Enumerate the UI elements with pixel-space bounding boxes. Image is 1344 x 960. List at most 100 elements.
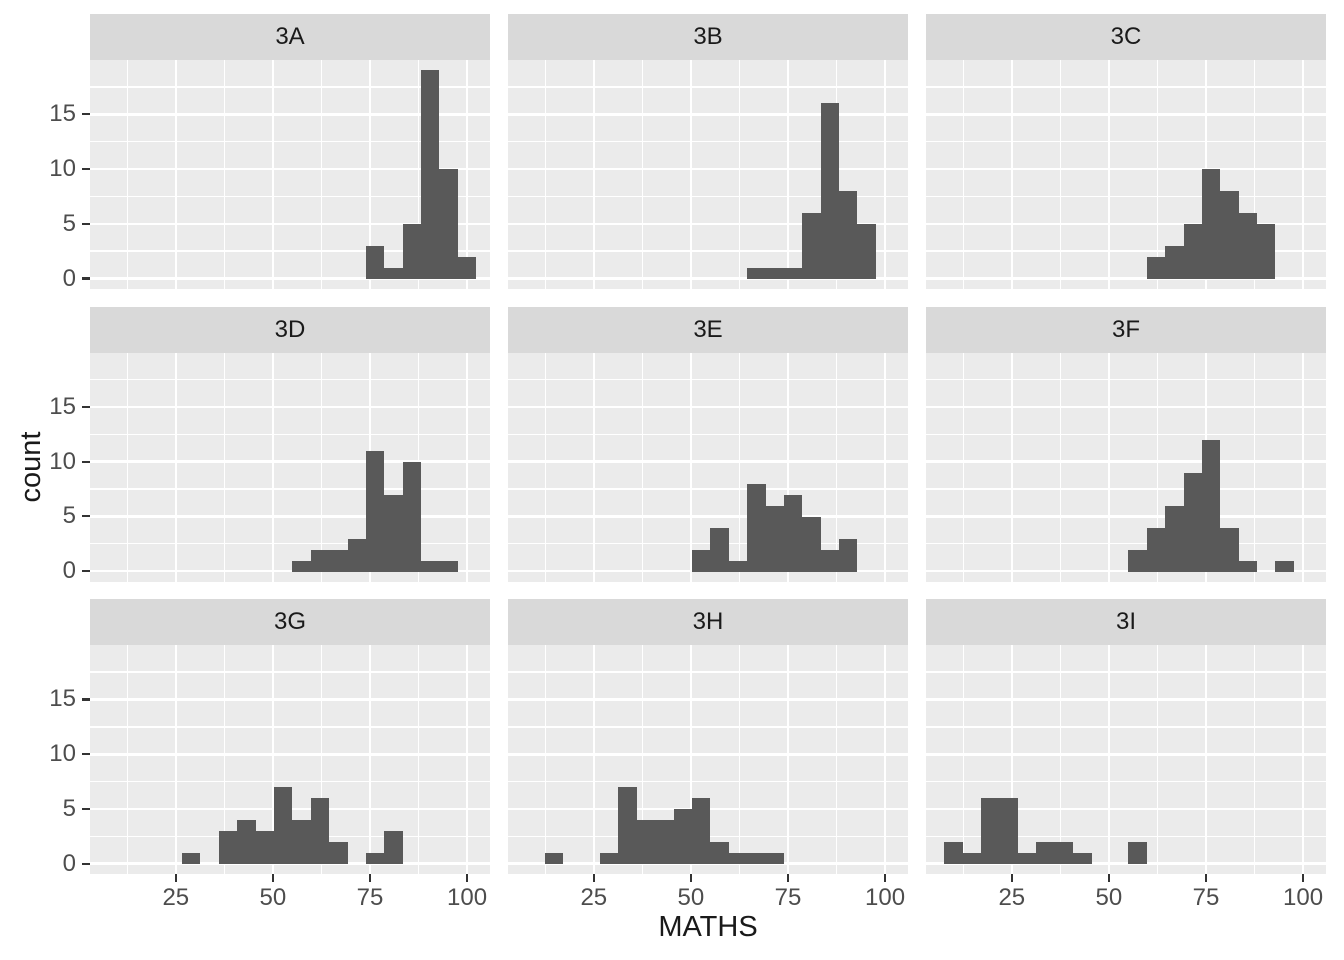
gridline-y-minor bbox=[90, 250, 490, 252]
gridline-x-major bbox=[1010, 645, 1014, 875]
histogram-bar bbox=[802, 516, 821, 572]
facet-strip-3g: 3G bbox=[90, 599, 490, 646]
gridline-y-minor bbox=[90, 433, 490, 435]
gridline-x-major bbox=[271, 60, 275, 289]
gridline-y-major bbox=[926, 807, 1326, 811]
y-tick-label: 10 bbox=[49, 740, 76, 768]
facet-strip-3b: 3B bbox=[508, 14, 908, 60]
gridline-x-major bbox=[1107, 645, 1111, 875]
histogram-bar bbox=[1275, 560, 1294, 572]
histogram-bar bbox=[421, 70, 439, 279]
gridline-x-major bbox=[689, 645, 693, 875]
facet-panel-3d bbox=[90, 352, 490, 582]
gridline-x-major bbox=[1204, 645, 1208, 875]
gridline-y-major bbox=[926, 698, 1326, 701]
gridline-y-major bbox=[90, 569, 490, 573]
histogram-bar bbox=[1202, 439, 1220, 572]
histogram-bar bbox=[1165, 505, 1184, 572]
gridline-y-major bbox=[926, 515, 1326, 518]
gridline-y-minor bbox=[90, 86, 490, 88]
histogram-bar bbox=[839, 538, 857, 572]
gridline-x-minor bbox=[1156, 60, 1159, 289]
gridline-y-major bbox=[90, 515, 490, 518]
y-tick-mark bbox=[82, 222, 90, 225]
y-tick-label: 10 bbox=[49, 447, 76, 475]
gridline-x-minor bbox=[1059, 645, 1062, 875]
histogram-bar bbox=[458, 257, 476, 279]
y-tick-mark bbox=[82, 515, 90, 518]
x-tick-label: 25 bbox=[580, 884, 608, 911]
gridline-x-major bbox=[465, 352, 469, 582]
facet-strip-label: 3A bbox=[275, 23, 305, 50]
facet-panel-3e bbox=[508, 352, 908, 582]
histogram-bar bbox=[439, 560, 458, 572]
facet-strip-3c: 3C bbox=[926, 14, 1326, 60]
histogram-bar bbox=[784, 268, 802, 279]
gridline-y-minor bbox=[90, 780, 490, 783]
gridline-y-major bbox=[90, 460, 490, 463]
gridline-y-major bbox=[508, 752, 908, 756]
histogram-bar bbox=[366, 450, 384, 572]
gridline-y-minor bbox=[508, 488, 908, 490]
x-tick-label: 25 bbox=[162, 884, 190, 911]
gridline-x-minor bbox=[126, 645, 128, 875]
facet-strip-label: 3I bbox=[1115, 608, 1136, 636]
facet-panel-3c bbox=[926, 60, 1326, 289]
gridline-y-major bbox=[926, 569, 1326, 573]
gridline-x-major bbox=[271, 352, 275, 582]
histogram-bar bbox=[384, 831, 403, 865]
gridline-x-major bbox=[592, 645, 596, 875]
gridline-x-minor bbox=[417, 60, 420, 289]
gridline-y-major bbox=[926, 167, 1326, 171]
histogram-bar bbox=[784, 494, 802, 572]
gridline-x-minor bbox=[320, 645, 323, 875]
gridline-x-major bbox=[1010, 60, 1014, 289]
gridline-y-minor bbox=[508, 543, 908, 545]
facet-strip-3h: 3H bbox=[508, 599, 908, 646]
gridline-x-minor bbox=[641, 645, 644, 875]
histogram-bar bbox=[618, 787, 637, 865]
histogram-bar bbox=[384, 268, 403, 279]
histogram-bar bbox=[674, 809, 692, 865]
gridline-x-major bbox=[174, 60, 178, 289]
histogram-bar bbox=[311, 549, 329, 572]
histogram-bar bbox=[747, 268, 766, 279]
gridline-x-major bbox=[1301, 352, 1305, 582]
gridline-x-minor bbox=[962, 60, 964, 289]
gridline-x-major bbox=[174, 352, 178, 582]
histogram-bar bbox=[944, 842, 963, 865]
x-tick-mark bbox=[1204, 874, 1208, 883]
histogram-bar bbox=[274, 787, 292, 865]
histogram-bar bbox=[766, 268, 784, 279]
y-tick-mark bbox=[82, 277, 90, 280]
histogram-bar bbox=[1184, 224, 1202, 279]
gridline-y-major bbox=[926, 277, 1326, 280]
x-tick-label: 50 bbox=[259, 884, 287, 911]
gridline-x-major bbox=[689, 352, 693, 582]
histogram-bar bbox=[1147, 257, 1165, 279]
x-tick-mark bbox=[271, 874, 274, 883]
histogram-bar bbox=[1257, 224, 1275, 279]
y-tick-mark bbox=[82, 862, 90, 865]
facet-panel-3a bbox=[90, 60, 490, 289]
gridline-x-minor bbox=[1059, 60, 1062, 289]
gridline-x-minor bbox=[641, 60, 644, 289]
gridline-y-minor bbox=[926, 86, 1326, 88]
gridline-x-major bbox=[883, 60, 887, 289]
histogram-bar bbox=[766, 505, 784, 572]
gridline-y-minor bbox=[926, 835, 1326, 838]
gridline-y-major bbox=[508, 405, 908, 409]
histogram-bar bbox=[1128, 842, 1147, 865]
histogram-bar bbox=[1036, 842, 1055, 865]
histogram-bar bbox=[963, 853, 981, 865]
gridline-x-minor bbox=[126, 352, 128, 582]
gridline-x-minor bbox=[544, 352, 546, 582]
gridline-x-major bbox=[1301, 645, 1305, 875]
histogram-bar bbox=[1000, 798, 1018, 865]
histogram-bar bbox=[1055, 842, 1073, 865]
histogram-bar bbox=[692, 798, 710, 865]
histogram-bar bbox=[600, 853, 618, 865]
y-axis-title: count bbox=[15, 431, 47, 503]
gridline-x-minor bbox=[320, 352, 323, 582]
histogram-bar bbox=[802, 213, 821, 279]
